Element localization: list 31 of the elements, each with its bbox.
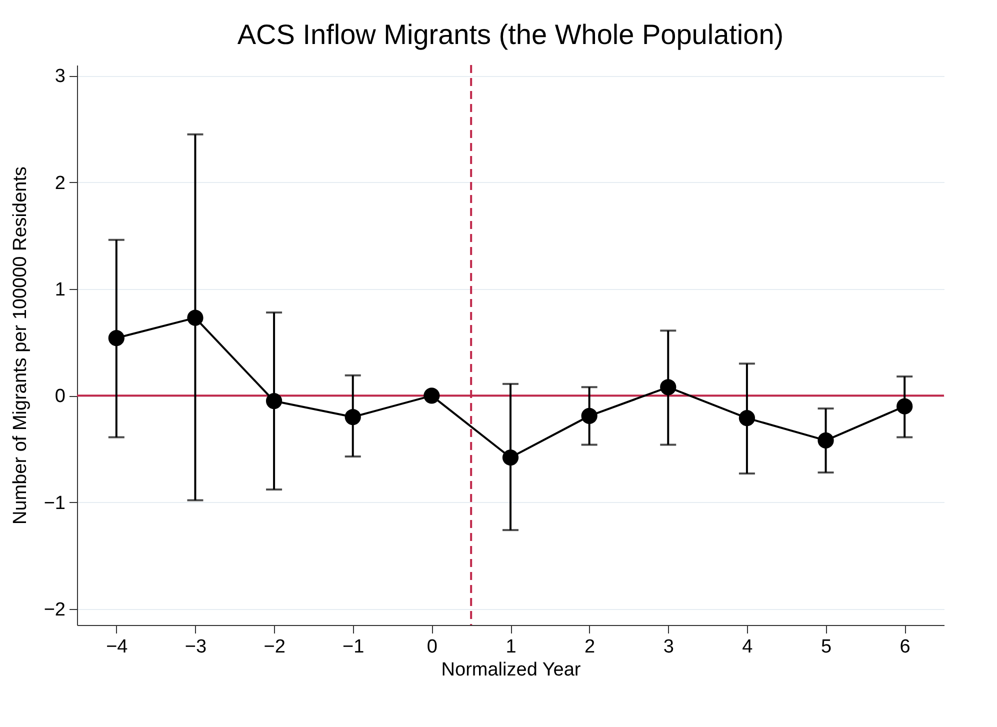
x-tick-label: −2	[264, 636, 286, 658]
x-tick-label: −1	[342, 636, 364, 658]
y-tick-label: 3	[54, 66, 66, 88]
point	[344, 408, 361, 426]
x-axis-title: Normalized Year	[441, 660, 582, 680]
point	[738, 410, 756, 426]
x-tick-label: 0	[426, 636, 438, 658]
point	[424, 388, 440, 404]
x-tick-label: 3	[663, 636, 674, 658]
point	[818, 432, 834, 449]
y-tick-label: 0	[54, 386, 66, 408]
y-tick-label: −2	[44, 600, 66, 620]
y-tick-label: −1	[44, 492, 66, 514]
y-tick-label: 1	[54, 280, 66, 300]
x-tick-label: 2	[584, 636, 596, 658]
point	[266, 392, 282, 410]
x-tick-label: 1	[506, 636, 516, 658]
x-tick-label: −3	[184, 636, 207, 658]
y-tick-label: 2	[54, 172, 66, 194]
point	[896, 398, 913, 414]
x-tick-label: 4	[742, 636, 754, 658]
x-tick-label: −4	[106, 636, 128, 658]
point	[581, 408, 598, 424]
x-tick-label: 5	[820, 636, 832, 658]
chart-title: ACS Inflow Migrants (the Whole Population)	[237, 19, 784, 50]
x-tick-label: 6	[900, 636, 910, 658]
point	[108, 330, 124, 346]
point	[187, 310, 204, 326]
point	[660, 379, 676, 396]
point	[502, 449, 519, 466]
y-axis-title: Number of Migrants per 100000 Residents	[10, 166, 31, 525]
